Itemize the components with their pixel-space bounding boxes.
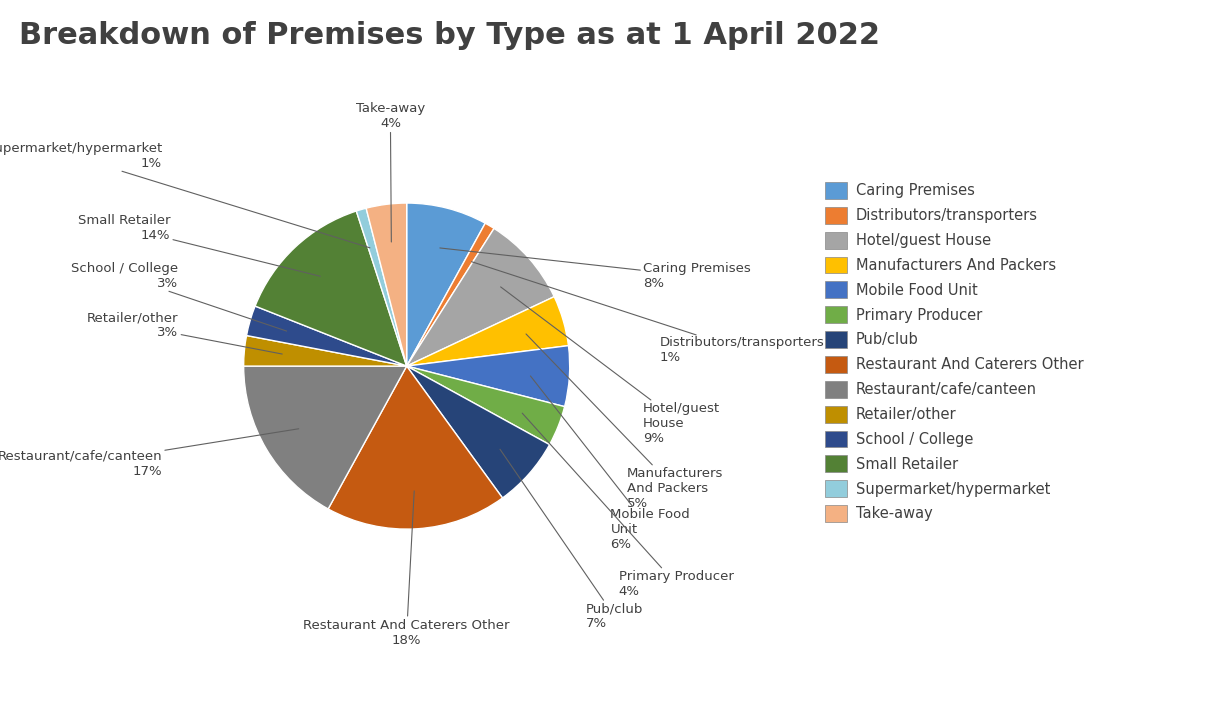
Wedge shape	[407, 223, 494, 366]
Text: Restaurant And Caterers Other
18%: Restaurant And Caterers Other 18%	[304, 491, 510, 647]
Wedge shape	[407, 228, 555, 366]
Text: Take-away
4%: Take-away 4%	[356, 101, 425, 242]
Wedge shape	[244, 336, 407, 366]
Text: Retailer/other
3%: Retailer/other 3%	[87, 311, 282, 354]
Wedge shape	[255, 211, 407, 366]
Wedge shape	[244, 366, 407, 509]
Wedge shape	[407, 346, 569, 407]
Text: Caring Premises
8%: Caring Premises 8%	[439, 248, 750, 291]
Text: Hotel/guest
House
9%: Hotel/guest House 9%	[500, 287, 720, 445]
Text: Small Retailer
14%: Small Retailer 14%	[78, 213, 320, 276]
Text: Supermarket/hypermarket
1%: Supermarket/hypermarket 1%	[0, 142, 370, 248]
Wedge shape	[357, 208, 407, 366]
Text: School / College
3%: School / College 3%	[72, 263, 287, 331]
Text: Distributors/transporters
1%: Distributors/transporters 1%	[471, 262, 824, 364]
Text: Primary Producer
4%: Primary Producer 4%	[522, 413, 733, 598]
Wedge shape	[407, 203, 486, 366]
Wedge shape	[367, 203, 407, 366]
Text: Restaurant/cafe/canteen
17%: Restaurant/cafe/canteen 17%	[0, 429, 299, 478]
Wedge shape	[328, 366, 503, 529]
Text: Mobile Food
Unit
6%: Mobile Food Unit 6%	[531, 376, 691, 551]
Legend: Caring Premises, Distributors/transporters, Hotel/guest House, Manufacturers And: Caring Premises, Distributors/transporte…	[821, 177, 1088, 527]
Wedge shape	[407, 366, 565, 445]
Text: Manufacturers
And Packers
5%: Manufacturers And Packers 5%	[526, 334, 724, 510]
Text: Pub/club
7%: Pub/club 7%	[500, 449, 643, 631]
Wedge shape	[246, 306, 407, 366]
Wedge shape	[407, 296, 568, 366]
Wedge shape	[407, 366, 550, 498]
Text: Breakdown of Premises by Type as at 1 April 2022: Breakdown of Premises by Type as at 1 Ap…	[18, 21, 880, 50]
